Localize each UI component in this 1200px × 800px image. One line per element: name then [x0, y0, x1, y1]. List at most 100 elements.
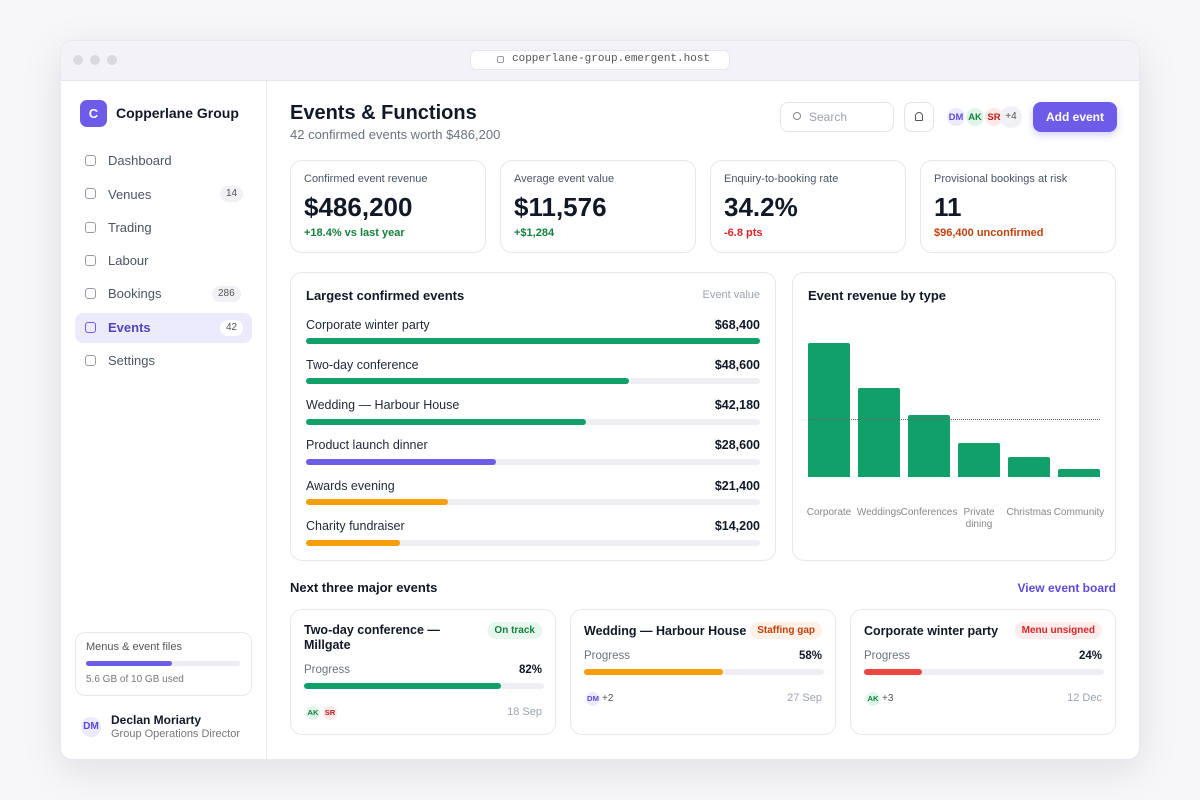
nav-icon — [85, 188, 96, 200]
chart-bar — [808, 343, 850, 477]
panel-title: Event revenue by type — [808, 288, 946, 304]
avatar: DM — [79, 715, 103, 739]
storage-label: 5.6 GB of 10 GB used — [86, 674, 184, 685]
value-bar — [306, 458, 496, 465]
nav-icon — [85, 321, 96, 333]
kpi-note: -6.8 pts — [724, 227, 763, 240]
search-placeholder: Search — [809, 109, 848, 124]
window-dot — [90, 55, 100, 65]
progress-label: Progress — [304, 664, 351, 677]
status-badge: On track — [487, 622, 542, 639]
notifications-button[interactable] — [904, 102, 934, 132]
lock-icon — [497, 56, 504, 63]
event-title: Corporate winter party — [864, 623, 999, 638]
nav-label: Settings — [108, 353, 155, 368]
nav-label: Venues — [108, 186, 152, 202]
chart-bar — [958, 442, 1000, 477]
largest-panel — [290, 272, 776, 561]
chart-bar — [858, 387, 900, 477]
add-event-button[interactable]: Add event — [1033, 102, 1117, 132]
event-value: $21,400 — [714, 478, 760, 493]
kpi-note: +18.4% vs last year — [304, 227, 405, 240]
reference-line — [808, 419, 1100, 421]
logo: C — [80, 100, 107, 127]
event-date: 27 Sep — [787, 692, 822, 705]
value-bar — [306, 499, 449, 506]
kpi-card card — [500, 160, 696, 253]
user-role: Group Operations Director — [111, 728, 240, 741]
nav-label: Events — [108, 319, 151, 335]
view-board-link[interactable]: View event board — [1017, 580, 1116, 595]
nav-count: 42 — [220, 319, 244, 336]
category-label: Weddings — [856, 507, 902, 518]
category-label: Christmas — [1006, 507, 1052, 518]
url-bar — [470, 50, 730, 70]
window-dot — [73, 55, 83, 65]
nav-icon — [85, 288, 96, 300]
chart-bar — [908, 414, 950, 477]
nav-count: 14 — [220, 186, 244, 203]
progress-label: Progress — [584, 650, 631, 663]
storage-fill — [86, 661, 173, 666]
kpi-note: $96,400 unconfirmed — [934, 227, 1044, 240]
nav-icon — [85, 221, 96, 233]
category-label: Conferences — [900, 507, 958, 518]
page-title: Events & Functions — [290, 102, 477, 124]
kpi-card card — [920, 160, 1116, 253]
kpi-card card — [290, 160, 486, 253]
avatar: AK — [304, 704, 322, 722]
section-title: Next three major events — [290, 580, 438, 596]
avatar: AK — [864, 690, 882, 708]
kpi-value: 11 — [934, 192, 962, 223]
storage-title: Menus & event files — [86, 641, 182, 654]
kpi-card card — [710, 160, 906, 253]
progress-label: Progress — [864, 650, 911, 663]
column-label: Event value — [702, 289, 760, 302]
event-name: Awards evening — [306, 478, 395, 493]
progress-bar — [864, 669, 922, 675]
nav-label: Dashboard — [108, 153, 172, 169]
event-value: $68,400 — [714, 317, 760, 332]
url: copperlane-group.emergent.host — [512, 53, 711, 66]
category-label: Corporate — [806, 507, 852, 518]
avatar: SR — [321, 704, 339, 722]
nav-label: Trading — [108, 219, 152, 235]
nav-item[interactable] — [75, 346, 252, 376]
kpi-label: Confirmed event revenue — [304, 173, 428, 186]
kpi-note: +$1,284 — [514, 227, 555, 240]
event-name: Corporate winter party — [306, 317, 430, 332]
category-label: Private dining — [963, 507, 995, 530]
kpi-label: Enquiry-to-booking rate — [724, 173, 839, 186]
status-badge: Staffing gap — [750, 622, 822, 639]
kpi-value: 34.2% — [724, 192, 798, 223]
kpi-value: $486,200 — [304, 192, 413, 223]
value-bar — [306, 539, 401, 546]
nav-label: Bookings — [108, 286, 162, 302]
storage-card — [75, 632, 252, 696]
event-value: $42,180 — [714, 398, 760, 413]
event-value: $28,600 — [714, 438, 760, 453]
search-box[interactable] — [780, 102, 894, 132]
nav-item[interactable] — [75, 213, 252, 243]
progress-track — [864, 669, 1104, 675]
panel-title: Largest confirmed events — [306, 288, 465, 304]
nav-icon — [85, 354, 96, 366]
progress-value: 58% — [798, 650, 822, 663]
event-name: Wedding — Harbour House — [306, 398, 460, 413]
event-name: Product launch dinner — [306, 438, 428, 453]
avatar-more: +2 — [602, 693, 614, 704]
progress-bar — [584, 669, 724, 675]
avatar: DM — [584, 690, 602, 708]
page-subtitle: 42 confirmed events worth $486,200 — [290, 127, 501, 143]
chart-bar — [1008, 456, 1050, 477]
window-dot — [107, 55, 117, 65]
org-name: Copperlane Group — [116, 104, 239, 121]
event-value: $48,600 — [714, 357, 760, 372]
nav-icon — [85, 254, 96, 266]
kpi-label: Provisional bookings at risk — [934, 173, 1068, 186]
bar-track — [306, 499, 760, 506]
nav-item[interactable] — [75, 246, 252, 276]
value-bar — [306, 378, 629, 385]
bar-track — [306, 539, 760, 546]
search-icon — [793, 112, 801, 120]
